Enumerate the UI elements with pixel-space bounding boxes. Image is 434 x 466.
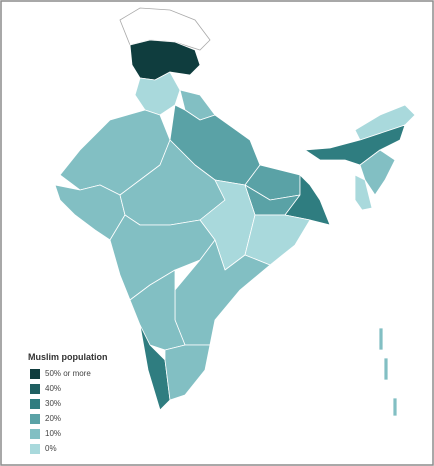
legend-label: 30% — [45, 399, 61, 408]
legend-swatch — [30, 429, 40, 439]
state-region — [284, 174, 331, 226]
legend: Muslim population 50% or more 40% 30% 20% 10… — [28, 352, 108, 454]
island-region — [383, 357, 389, 381]
legend-swatch — [30, 399, 40, 409]
legend-label: 50% or more — [45, 369, 91, 378]
legend-swatch — [30, 444, 40, 454]
legend-swatch — [30, 384, 40, 394]
legend-label: 40% — [45, 384, 61, 393]
legend-label: 0% — [45, 444, 57, 453]
state-region — [129, 39, 201, 81]
state-region — [164, 344, 211, 401]
state-region — [354, 174, 373, 211]
island-region — [378, 327, 384, 351]
legend-title: Muslim population — [28, 352, 108, 362]
island-region — [392, 397, 398, 417]
legend-swatch — [30, 369, 40, 379]
legend-label: 10% — [45, 429, 61, 438]
india-map — [54, 7, 416, 417]
state-region — [304, 124, 406, 166]
legend-swatch — [30, 414, 40, 424]
legend-label: 20% — [45, 414, 61, 423]
